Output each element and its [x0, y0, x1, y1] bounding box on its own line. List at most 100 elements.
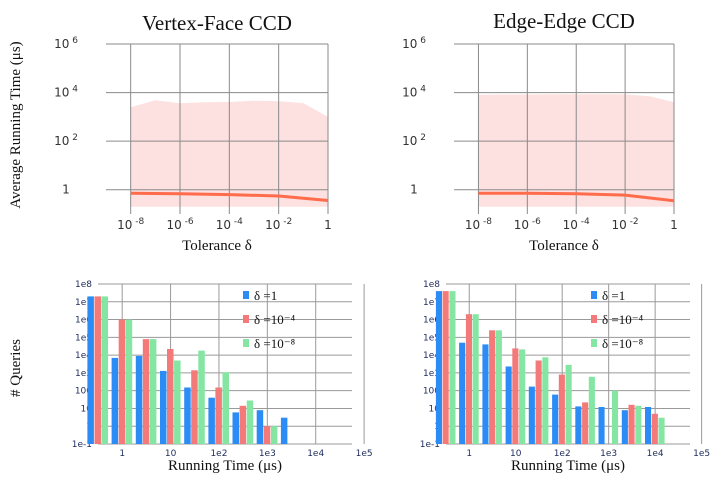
bar: [184, 387, 191, 444]
bar: [628, 404, 635, 444]
bar: [565, 364, 572, 444]
bar: [482, 344, 489, 444]
bar: [582, 402, 589, 444]
bar: [256, 410, 264, 444]
x-tick-label: 10 -6: [514, 217, 541, 232]
bar: [621, 410, 628, 444]
bar: [174, 360, 181, 444]
y-tick-label: 1: [62, 183, 70, 197]
x-tick-label: 1e4: [307, 449, 324, 459]
y-tick-label: 10 2: [54, 133, 78, 148]
bar: [512, 348, 519, 444]
y-tick-label: 1e4: [75, 351, 92, 361]
x-tick-label: 1: [466, 449, 472, 459]
bar: [111, 357, 119, 444]
bar: [495, 330, 502, 444]
y-tick-label: 10: [81, 404, 93, 414]
bar: [160, 370, 167, 444]
x-tick-label: 10 -4: [563, 217, 590, 232]
x-tick-label: 1e5: [356, 449, 373, 459]
y-tick-label: 1e7: [423, 298, 440, 308]
y-tick-label: 1e5: [75, 333, 92, 343]
legend-label: δ =1: [602, 288, 625, 303]
x-tick-label: 10 -2: [265, 217, 292, 232]
bar: [191, 370, 198, 444]
y-tick-label: 1e5: [423, 333, 440, 343]
bar: [222, 372, 229, 444]
bar: [505, 366, 512, 444]
y-tick-label: 1e6: [423, 316, 440, 326]
chart-title: Edge-Edge CCD: [493, 9, 635, 33]
y-tick-label: 1e7: [75, 298, 92, 308]
y-axis-label-top: Average Running Time (μs): [8, 41, 24, 208]
x-tick-label: 10 -8: [117, 217, 144, 232]
bar: [528, 386, 535, 444]
bar: [489, 330, 496, 444]
y-tick-label: 1e6: [75, 316, 92, 326]
legend-label: δ =10⁻⁸: [254, 336, 296, 351]
y-tick-label: 10 2: [402, 133, 426, 148]
x-tick-label: 10: [165, 449, 177, 459]
chart-title: Vertex-Face CCD: [142, 11, 292, 35]
bar: [588, 376, 595, 444]
bar: [435, 291, 442, 444]
legend-swatch: [591, 339, 597, 347]
bar: [449, 291, 456, 444]
y-tick-label: 1e4: [423, 351, 440, 361]
bar: [465, 314, 472, 444]
y-tick-label: 100: [423, 387, 440, 397]
series-line: [478, 191, 675, 203]
legend-swatch: [243, 339, 249, 347]
bar: [535, 360, 542, 444]
x-tick-label: 1: [670, 218, 678, 232]
bar: [167, 349, 174, 444]
y-tick-label: 1e3: [423, 369, 440, 379]
bar: [263, 426, 271, 444]
y-tick-label: 10: [429, 404, 441, 414]
bar: [125, 319, 133, 444]
bar: [118, 319, 126, 444]
x-tick-label: 10 -8: [465, 217, 492, 232]
bar: [270, 426, 278, 444]
y-tick-label: 100: [75, 387, 92, 397]
bar: [459, 342, 466, 444]
y-tick-label: 10 4: [54, 85, 78, 100]
x-tick-label: 1: [324, 218, 332, 232]
x-tick-label: 1: [119, 449, 125, 459]
y-axis-label-bottom: # Queries: [8, 339, 24, 397]
bar: [246, 400, 254, 444]
x-tick-label: 1e3: [600, 449, 617, 459]
y-tick-label: 1e3: [75, 369, 92, 379]
y-tick-label: 1: [410, 183, 418, 197]
x-tick-label: 1e3: [259, 449, 276, 459]
bar: [472, 314, 479, 444]
legend-swatch: [243, 291, 249, 299]
legend-label: δ =10⁻⁸: [602, 336, 644, 351]
legend-swatch: [243, 315, 249, 323]
legend-label: δ =10⁻⁴: [254, 312, 296, 327]
x-axis-label: Running Time (μs): [511, 458, 625, 474]
y-tick-label: 1e8: [75, 280, 92, 290]
bar: [135, 355, 143, 444]
x-axis-label: Running Time (μs): [168, 458, 282, 474]
legend-label: δ =1: [254, 288, 277, 303]
bar: [612, 390, 619, 444]
bar: [239, 405, 247, 444]
bar: [94, 296, 101, 444]
bar: [149, 339, 157, 444]
bar: [575, 406, 582, 444]
x-tick-label: 10 -6: [166, 217, 193, 232]
bar: [645, 407, 652, 444]
bar: [198, 350, 205, 444]
bar: [542, 357, 549, 444]
y-tick-label: 1e8: [423, 280, 440, 290]
bar: [519, 349, 526, 444]
bar: [552, 394, 559, 444]
x-tick-label: 1e2: [554, 449, 571, 459]
bar: [442, 291, 449, 444]
y-tick-label: 10 4: [402, 85, 426, 100]
bar: [558, 374, 565, 444]
bar: [280, 417, 288, 444]
x-tick-label: 10 -2: [612, 217, 639, 232]
bar: [232, 412, 239, 444]
